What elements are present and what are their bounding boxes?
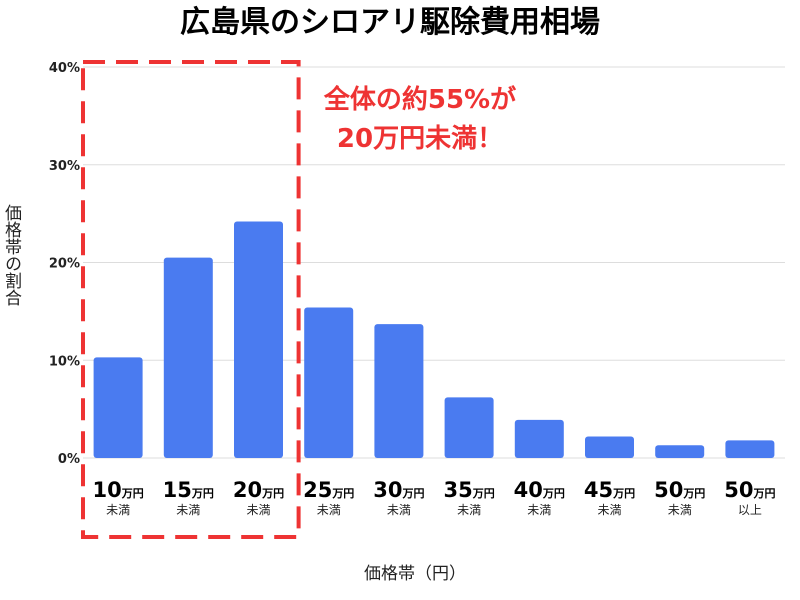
x-tick-label: 15万円 [163, 478, 214, 502]
bar [585, 436, 634, 458]
x-tick-sublabel: 未満 [387, 503, 411, 517]
x-tick-label: 10万円 [92, 478, 143, 502]
x-tick-sublabel: 未満 [527, 503, 551, 517]
bar [444, 397, 494, 458]
bar [93, 357, 143, 458]
bar [374, 324, 424, 458]
bar [725, 440, 775, 458]
x-axis-label: 価格帯（円） [364, 564, 466, 584]
x-tick-label: 35万円 [443, 478, 494, 502]
x-tick-sublabel: 未満 [246, 503, 270, 517]
y-tick-label: 30% [49, 159, 80, 174]
x-tick-label: 20万円 [233, 478, 284, 502]
x-tick-sublabel: 未満 [176, 503, 200, 517]
x-tick-sublabel: 未満 [668, 503, 692, 517]
x-tick-label: 40万円 [514, 478, 565, 502]
x-tick-sublabel: 以上 [738, 503, 762, 517]
y-tick-label: 20% [49, 257, 80, 272]
bar [304, 307, 354, 458]
highlight-box [81, 60, 301, 539]
x-tick-label: 30万円 [373, 478, 424, 502]
y-tick-label: 40% [49, 61, 80, 76]
bar [163, 257, 213, 458]
bar [655, 445, 705, 458]
x-tick-label: 45万円 [584, 478, 635, 502]
x-tick-sublabel: 未満 [457, 503, 481, 517]
callout-line-2: 20万円未満！ [337, 124, 503, 154]
x-tick-sublabel: 未満 [106, 503, 130, 517]
bar [234, 221, 283, 458]
x-tick-sublabel: 未満 [597, 503, 621, 517]
y-axis-label: 価格帯の割合 [1, 204, 22, 306]
bar [514, 419, 564, 458]
x-axis-ticks: 10万円未満15万円未満20万円未満25万円未満30万円未満35万円未満40万円… [92, 478, 775, 517]
x-tick-label: 25万円 [303, 478, 354, 502]
bars [93, 221, 775, 458]
y-tick-label: 0% [58, 452, 80, 467]
chart-title: 広島県のシロアリ駆除費用相場 [180, 5, 600, 40]
callout-line-1: 全体の約55%が [323, 84, 516, 115]
x-tick-sublabel: 未満 [317, 503, 341, 517]
x-tick-label: 50万円 [724, 478, 775, 502]
y-tick-label: 10% [49, 354, 80, 369]
y-axis-ticks: 0% 10% 20% 30% 40% [49, 61, 80, 467]
x-tick-label: 50万円 [654, 478, 705, 502]
